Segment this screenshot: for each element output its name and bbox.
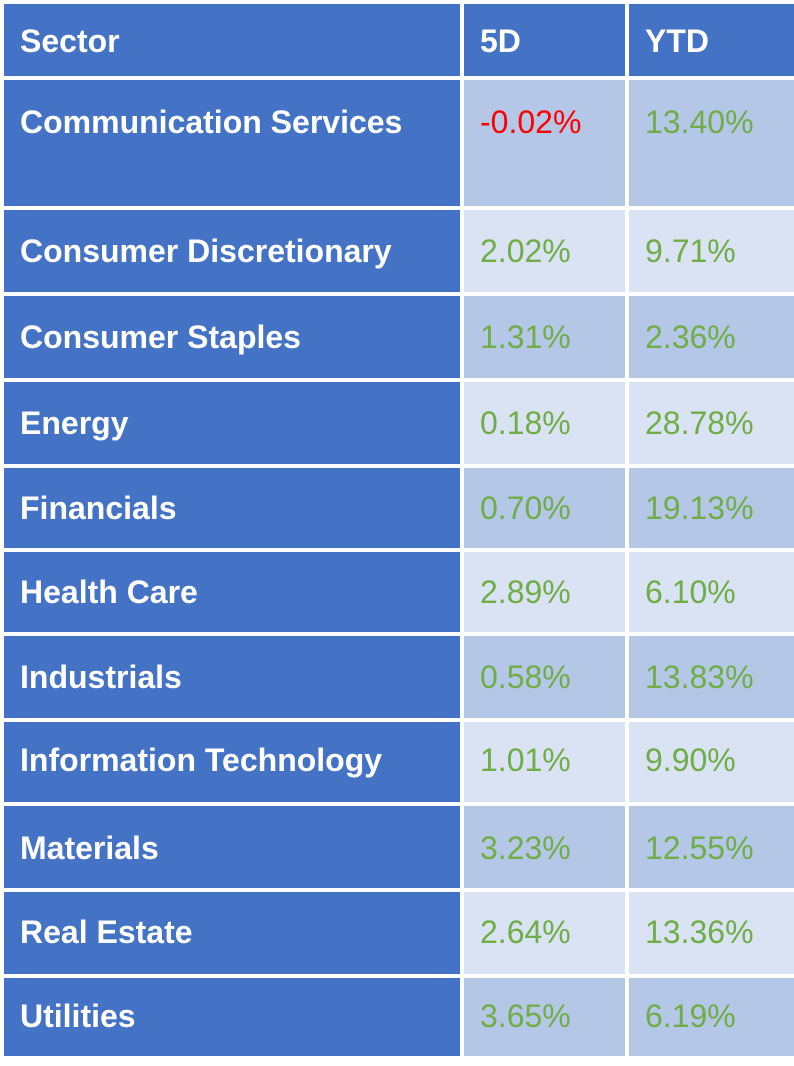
ytd-cell: 28.78%	[625, 378, 794, 468]
table-row: Health Care 2.89% 6.10%	[0, 548, 794, 636]
sector-name-cell: Consumer Staples	[0, 292, 464, 382]
sector-name-cell: Energy	[0, 378, 464, 468]
table-row: Consumer Discretionary 2.02% 9.71%	[0, 206, 794, 296]
sector-name-cell: Real Estate	[0, 888, 464, 978]
ytd-cell: 13.36%	[625, 888, 794, 978]
ytd-cell: 19.13%	[625, 464, 794, 552]
sector-name-cell: Information Technology	[0, 718, 464, 806]
ytd-cell: 13.40%	[625, 76, 794, 210]
ytd-cell: 9.71%	[625, 206, 794, 296]
five-day-cell: 0.58%	[460, 632, 629, 722]
column-header-sector: Sector	[0, 0, 464, 80]
ytd-cell: 9.90%	[625, 718, 794, 806]
five-day-cell: 3.65%	[460, 974, 629, 1060]
five-day-cell: 0.70%	[460, 464, 629, 552]
column-header-5d: 5D	[460, 0, 629, 80]
five-day-cell: 2.64%	[460, 888, 629, 978]
table-row: Financials 0.70% 19.13%	[0, 464, 794, 552]
five-day-cell: 3.23%	[460, 802, 629, 892]
ytd-cell: 6.10%	[625, 548, 794, 636]
table-row: Materials 3.23% 12.55%	[0, 802, 794, 892]
ytd-cell: 12.55%	[625, 802, 794, 892]
table-header-row: Sector 5D YTD	[0, 0, 794, 80]
column-header-ytd: YTD	[625, 0, 794, 80]
five-day-cell: 2.89%	[460, 548, 629, 636]
sector-name-cell: Utilities	[0, 974, 464, 1060]
five-day-cell: 0.18%	[460, 378, 629, 468]
table-row: Communication Services -0.02% 13.40%	[0, 76, 794, 210]
five-day-cell: 1.01%	[460, 718, 629, 806]
ytd-cell: 13.83%	[625, 632, 794, 722]
five-day-cell: 1.31%	[460, 292, 629, 382]
five-day-cell: 2.02%	[460, 206, 629, 296]
sector-name-cell: Industrials	[0, 632, 464, 722]
table-row: Real Estate 2.64% 13.36%	[0, 888, 794, 978]
table-row: Energy 0.18% 28.78%	[0, 378, 794, 468]
sector-name-cell: Financials	[0, 464, 464, 552]
table-body: Communication Services -0.02% 13.40% Con…	[0, 76, 794, 1060]
sector-name-cell: Materials	[0, 802, 464, 892]
table-row: Information Technology 1.01% 9.90%	[0, 718, 794, 806]
ytd-cell: 6.19%	[625, 974, 794, 1060]
table-row: Utilities 3.65% 6.19%	[0, 974, 794, 1060]
five-day-cell: -0.02%	[460, 76, 629, 210]
sector-name-cell: Communication Services	[0, 76, 464, 210]
table-row: Industrials 0.58% 13.83%	[0, 632, 794, 722]
table-row: Consumer Staples 1.31% 2.36%	[0, 292, 794, 382]
sector-name-cell: Consumer Discretionary	[0, 206, 464, 296]
ytd-cell: 2.36%	[625, 292, 794, 382]
sector-name-cell: Health Care	[0, 548, 464, 636]
